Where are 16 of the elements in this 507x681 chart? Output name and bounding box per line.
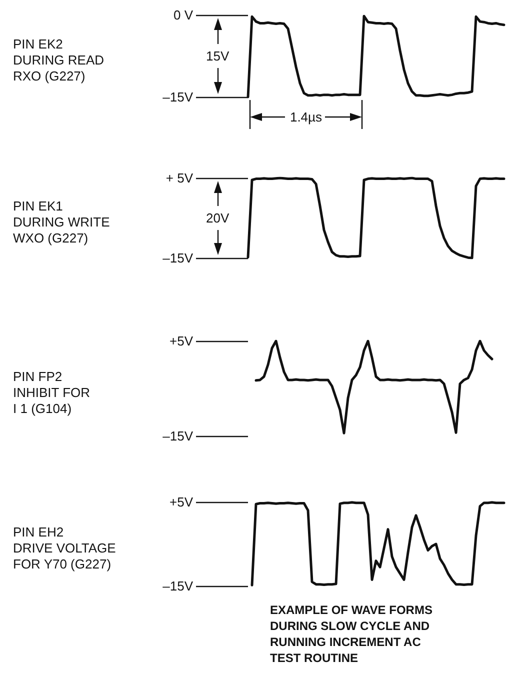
text: PIN EK1 DURING WRITE WXO (G227) [13, 198, 110, 246]
y-tick-label: 0 V [173, 8, 194, 22]
text: EXAMPLE OF WAVE FORMS DURING SLOW CYCLE AND RUNNING INCREMENT AC TEST ROUTINE [270, 603, 432, 665]
y-tick-label: –15V [162, 428, 194, 444]
text: 15V [206, 48, 230, 64]
text: 20V [206, 210, 230, 226]
text: PIN EH2 DRIVE VOLTAGE FOR Y70 (G227) [13, 524, 116, 572]
text: PIN FP2 INHIBIT FOR I 1 (G104) [13, 369, 90, 416]
y-tick-label: –15V [162, 90, 194, 104]
y-tick-label: –15V [162, 250, 194, 266]
text: PIN EK2 DURING READ RXO (G227) [13, 36, 104, 84]
y-tick-label: + 5V [166, 170, 194, 186]
y-tick-label: +5V [170, 334, 194, 348]
text: 1.4µs [290, 110, 323, 124]
y-tick-label: +5V [170, 494, 194, 510]
y-tick-label: –15V [162, 578, 194, 594]
